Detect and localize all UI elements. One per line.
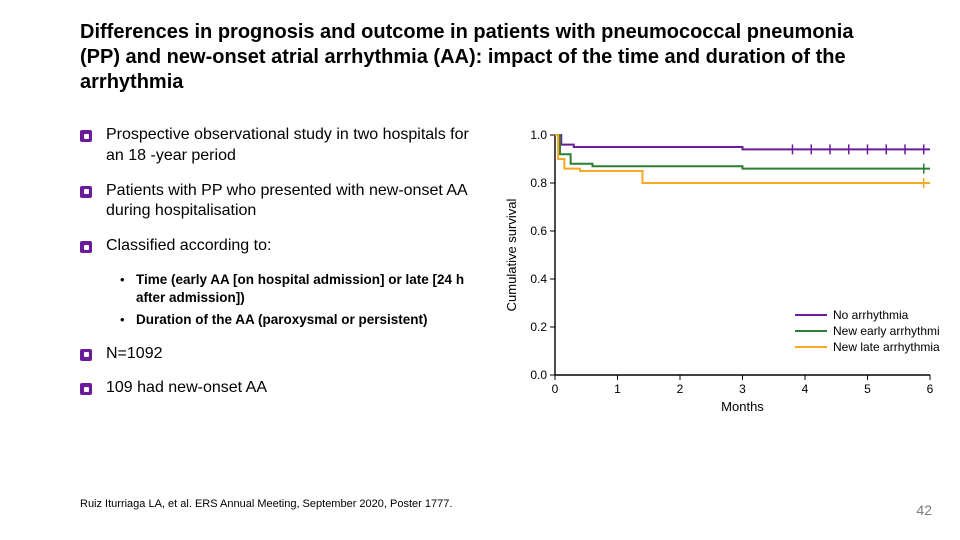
bullet-marker-icon [80, 241, 92, 253]
svg-text:5: 5 [864, 382, 871, 396]
svg-text:0: 0 [552, 382, 559, 396]
page-number: 42 [916, 502, 932, 518]
bullet-text: Classified according to: [106, 236, 271, 257]
sub-bullet-item: • Time (early AA [on hospital admission]… [120, 271, 480, 307]
svg-text:New late arrhythmia: New late arrhythmia [833, 340, 940, 354]
svg-text:2: 2 [677, 382, 684, 396]
svg-text:0.0: 0.0 [530, 368, 547, 382]
bullet-item: Prospective observational study in two h… [80, 125, 480, 167]
dot-icon: • [120, 312, 130, 327]
content-row: Prospective observational study in two h… [80, 125, 920, 420]
svg-text:Cumulative survival: Cumulative survival [504, 199, 519, 312]
bullet-marker-icon [80, 130, 92, 142]
dot-icon: • [120, 272, 130, 287]
survival-chart: 0.0 0.2 0.4 0.6 0.8 1.0 0 1 2 3 4 5 6 Months Cumulativ… [500, 125, 940, 420]
bullet-item: Patients with PP who presented with new-… [80, 181, 480, 223]
chart-svg: 0.0 0.2 0.4 0.6 0.8 1.0 0 1 2 3 4 5 6 Months Cumulativ… [500, 125, 940, 415]
svg-text:1.0: 1.0 [530, 128, 547, 142]
svg-text:No arrhythmia: No arrhythmia [833, 308, 909, 322]
svg-text:1: 1 [614, 382, 621, 396]
bullet-text: N=1092 [106, 344, 163, 365]
slide-title: Differences in prognosis and outcome in … [80, 20, 920, 95]
svg-text:4: 4 [802, 382, 809, 396]
svg-text:0.8: 0.8 [530, 176, 547, 190]
citation: Ruiz Iturriaga LA, et al. ERS Annual Mee… [80, 498, 452, 510]
bullet-list: Prospective observational study in two h… [80, 125, 480, 420]
sub-bullet-text: Duration of the AA (paroxysmal or persis… [136, 311, 428, 329]
sub-bullet-text: Time (early AA [on hospital admission] o… [136, 271, 480, 307]
svg-text:0.2: 0.2 [530, 320, 547, 334]
bullet-marker-icon [80, 383, 92, 395]
bullet-text: Patients with PP who presented with new-… [106, 181, 480, 223]
svg-text:0.4: 0.4 [530, 272, 547, 286]
svg-text:Months: Months [721, 399, 764, 414]
bullet-item: N=1092 [80, 344, 480, 365]
bullet-item: Classified according to: [80, 236, 480, 257]
sub-bullet-item: • Duration of the AA (paroxysmal or pers… [120, 311, 480, 329]
svg-text:3: 3 [739, 382, 746, 396]
sub-bullet-list: • Time (early AA [on hospital admission]… [120, 271, 480, 330]
bullet-text: 109 had new-onset AA [106, 378, 267, 399]
bullet-marker-icon [80, 186, 92, 198]
bullet-marker-icon [80, 349, 92, 361]
slide: Differences in prognosis and outcome in … [0, 0, 960, 540]
svg-text:New early arrhythmia: New early arrhythmia [833, 324, 940, 338]
bullet-text: Prospective observational study in two h… [106, 125, 480, 167]
bullet-item: 109 had new-onset AA [80, 378, 480, 399]
svg-text:0.6: 0.6 [530, 224, 547, 238]
svg-text:6: 6 [927, 382, 934, 396]
